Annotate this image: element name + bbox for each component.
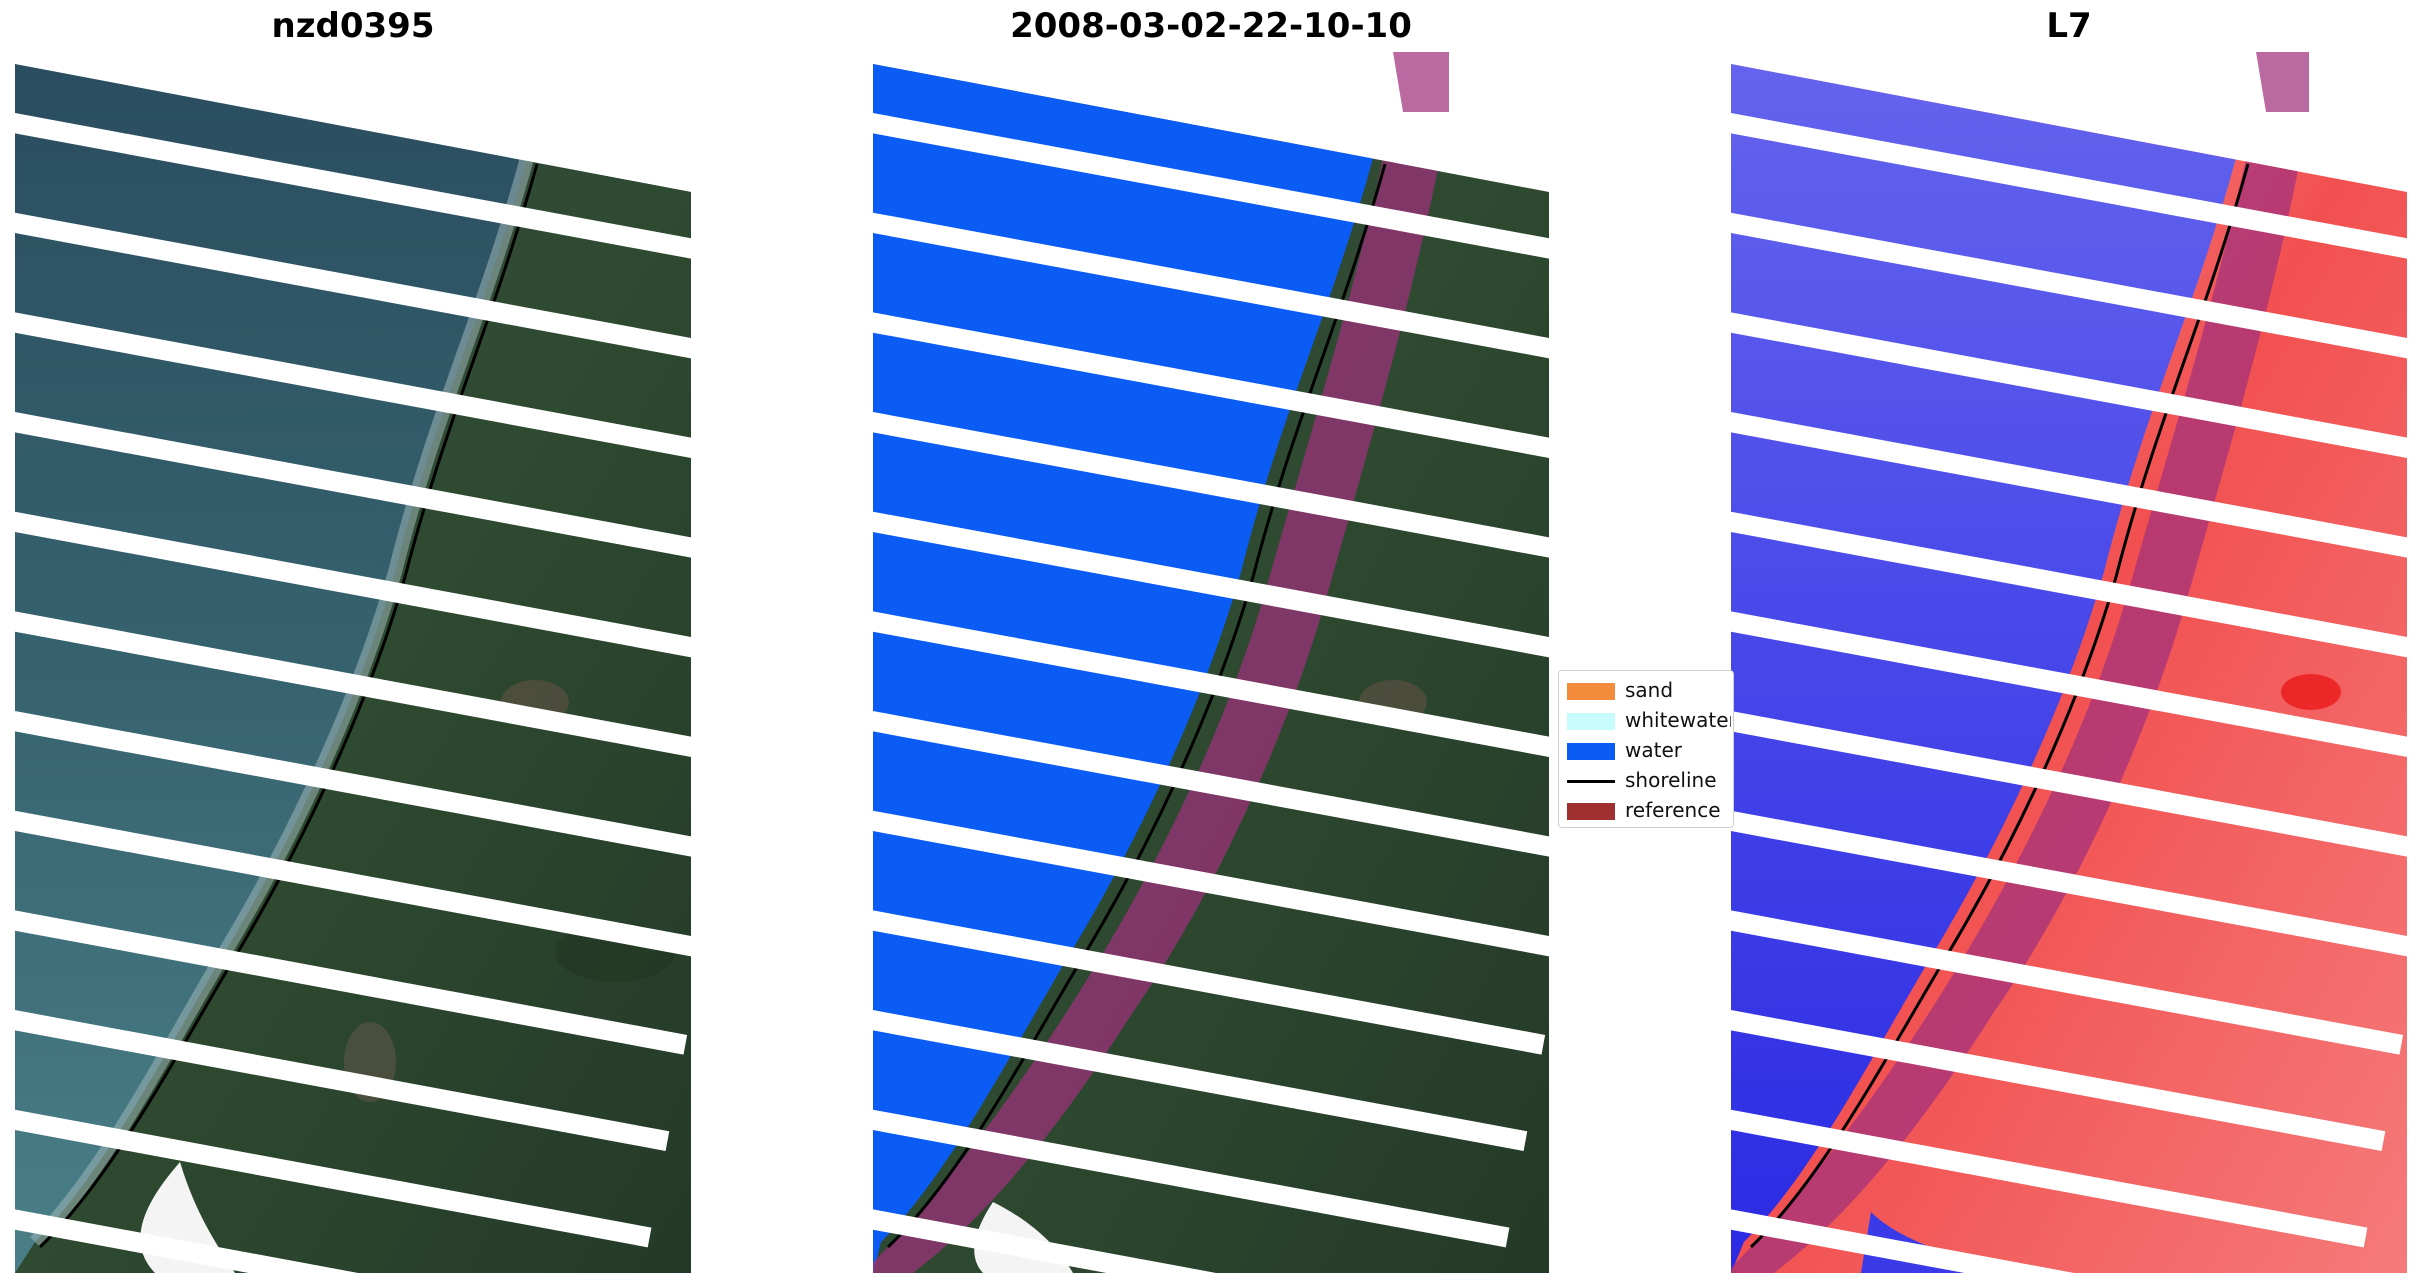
legend-item-shoreline: shoreline xyxy=(1559,765,1735,795)
legend: sand whitewater water shoreline referenc… xyxy=(1558,670,1734,828)
legend-label-whitewater: whitewater xyxy=(1625,708,1731,732)
legend-item-water: water xyxy=(1559,735,1735,765)
legend-swatch-whitewater xyxy=(1567,713,1615,730)
legend-swatch-water xyxy=(1567,743,1615,760)
classified-image xyxy=(873,52,1549,1273)
panel-title-middle: 2008-03-02-22-10-10 xyxy=(1010,6,1412,46)
legend-line-shoreline xyxy=(1567,780,1615,783)
panel-title-left: nzd0395 xyxy=(271,6,435,46)
legend-label-shoreline: shoreline xyxy=(1625,768,1717,792)
rgb-satellite-image xyxy=(15,52,691,1273)
legend-item-whitewater: whitewater xyxy=(1559,705,1735,735)
legend-label-sand: sand xyxy=(1625,678,1674,702)
index-image xyxy=(1731,52,2407,1273)
legend-swatch-sand xyxy=(1567,683,1615,700)
legend-swatch-reference xyxy=(1567,803,1615,820)
legend-item-sand: sand xyxy=(1559,675,1735,705)
legend-item-reference: reference xyxy=(1559,795,1735,825)
legend-label-reference: reference xyxy=(1625,798,1721,822)
panel-title-right: L7 xyxy=(2046,6,2092,46)
legend-label-water: water xyxy=(1625,738,1682,762)
